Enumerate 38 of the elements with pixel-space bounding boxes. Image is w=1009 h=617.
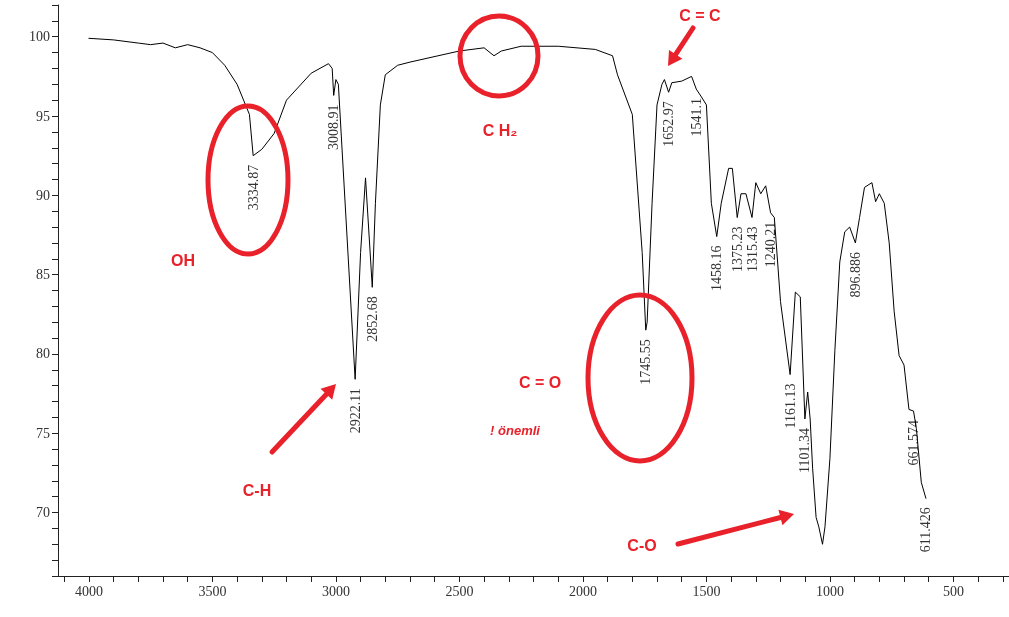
x-tick-label: 4000 — [74, 583, 103, 599]
annotation: C H₂ — [482, 121, 518, 139]
annotation: 3008.91 — [326, 104, 342, 150]
annotation: 1541.1 — [688, 98, 704, 137]
annotation: 1745.55 — [638, 339, 654, 385]
y-tick-label: 85 — [36, 267, 50, 283]
annotation: ! önemli — [490, 422, 541, 438]
y-tick-label: 100 — [29, 29, 50, 45]
annotation: OH — [171, 251, 195, 269]
y-tick-label: 75 — [36, 425, 50, 441]
y-tick-label: 90 — [36, 187, 50, 203]
annotation: C = C — [679, 6, 722, 24]
annotation: 1101.34 — [797, 427, 813, 473]
annotation: 2852.68 — [364, 296, 380, 342]
annotation: C-O — [627, 536, 657, 554]
x-tick-label: 2000 — [568, 583, 597, 599]
annotation: C-H — [242, 481, 272, 499]
x-tick-label: 3500 — [198, 583, 227, 599]
annotation: 611.426 — [918, 507, 934, 553]
x-tick-label: 2500 — [445, 583, 474, 599]
annotation: 1375.23 — [729, 226, 745, 273]
annotation: 1161.13 — [782, 383, 798, 429]
annotation: 2922.11 — [347, 388, 363, 434]
x-tick-label: 1500 — [692, 583, 721, 599]
y-tick-label: 95 — [36, 108, 50, 124]
annotation: 1240.21 — [763, 221, 779, 268]
annotation: 1458.16 — [709, 245, 725, 292]
x-tick-label: 500 — [942, 583, 964, 599]
annotation: 896.886 — [847, 251, 863, 298]
annotation: 3334.87 — [245, 164, 261, 211]
annotation: 1652.97 — [661, 101, 677, 147]
x-tick-label: 1000 — [815, 583, 844, 599]
annotation: 661.574 — [906, 420, 922, 466]
y-tick-label: 70 — [36, 505, 50, 521]
annotation: C = O — [518, 373, 562, 391]
x-tick-label: 3000 — [321, 583, 350, 599]
y-tick-label: 80 — [36, 346, 50, 362]
annotation: 1315.43 — [744, 226, 760, 273]
